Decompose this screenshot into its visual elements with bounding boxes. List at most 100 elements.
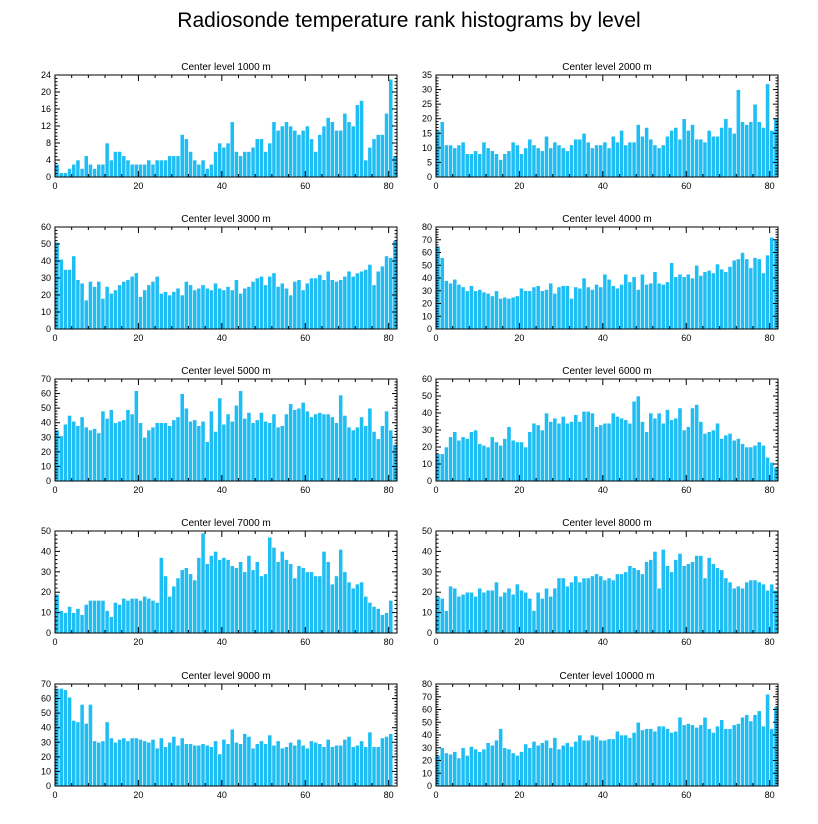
histogram-bar [681, 565, 687, 634]
histogram-bar [594, 144, 599, 178]
histogram-bar [560, 416, 566, 482]
histogram-bar [439, 598, 445, 634]
histogram-bar [585, 577, 591, 634]
histogram-bar [163, 746, 168, 787]
histogram-bar [67, 415, 72, 482]
histogram-bar [146, 159, 152, 178]
histogram-bar [108, 409, 114, 482]
histogram-bar [150, 426, 156, 482]
x-tick-label: 0 [52, 485, 57, 495]
histogram-bar [581, 277, 587, 330]
y-tick-label: 10 [41, 766, 51, 776]
histogram-bar [384, 410, 389, 482]
histogram-bar [338, 744, 344, 787]
histogram-bar [523, 147, 529, 178]
histogram-bar [263, 743, 269, 787]
x-tick-label: 0 [52, 790, 57, 800]
histogram-bar [644, 561, 650, 634]
histogram-bar [175, 744, 181, 787]
histogram-bar [510, 439, 516, 482]
histogram-bar [765, 83, 770, 178]
histogram-bar [585, 739, 591, 787]
histogram-bar [489, 150, 495, 178]
histogram-bar [719, 719, 725, 787]
histogram-bar [731, 132, 737, 178]
histogram-bar [384, 612, 389, 634]
histogram-bar [619, 734, 624, 787]
histogram-bar [590, 734, 595, 787]
histogram-bar [363, 159, 369, 178]
histogram-bar [71, 420, 77, 482]
histogram-bar [556, 144, 562, 178]
histogram-bar [309, 416, 314, 482]
histogram-bar [163, 159, 168, 178]
x-tick-label: 0 [433, 333, 438, 343]
histogram-bar [229, 289, 235, 330]
y-tick-label: 0 [427, 172, 432, 182]
histogram-bar [309, 138, 314, 178]
histogram-bar [615, 573, 620, 634]
y-tick-label: 50 [422, 526, 432, 536]
histogram-bar [723, 434, 729, 482]
histogram-bar [350, 587, 356, 634]
histogram-bar [640, 573, 645, 634]
histogram-bar [388, 733, 394, 787]
histogram-bar [573, 741, 579, 787]
histogram-bar [531, 144, 537, 178]
histogram-bar [640, 729, 645, 787]
histogram-bar [79, 614, 85, 634]
histogram-bar [375, 134, 381, 178]
histogram-bar [723, 728, 729, 787]
histogram-bar [594, 573, 599, 634]
x-tick-label: 40 [217, 333, 227, 343]
histogram-bar [735, 585, 741, 634]
y-tick-label: 10 [422, 459, 432, 469]
histogram-bar [619, 417, 624, 482]
histogram-bar [267, 142, 273, 178]
histogram-bar [284, 413, 289, 482]
histogram-bar [660, 144, 666, 178]
histogram-bar [552, 737, 558, 787]
histogram-bar [748, 720, 754, 787]
histogram-bar [548, 421, 554, 482]
histogram-bar [188, 743, 193, 787]
histogram-bar [88, 429, 93, 482]
histogram-bar [761, 725, 766, 787]
y-tick-label: 70 [422, 235, 432, 245]
histogram-bar [598, 739, 604, 787]
histogram-bar [375, 746, 381, 787]
histogram-bar [773, 239, 779, 330]
histogram-bar [564, 585, 570, 634]
histogram-bar [96, 432, 102, 482]
histogram-bar [242, 571, 248, 634]
x-tick-label: 40 [598, 485, 608, 495]
histogram-bar [719, 438, 725, 482]
histogram-bar [79, 168, 85, 178]
histogram-bar [560, 744, 566, 787]
histogram-bar [163, 422, 168, 482]
x-tick-label: 60 [681, 485, 691, 495]
histogram-bar [690, 561, 695, 634]
histogram-bar [594, 426, 599, 482]
histogram-bar [640, 421, 645, 482]
histogram-bar [660, 549, 666, 634]
histogram-bar [204, 168, 210, 178]
histogram-bar [196, 744, 202, 787]
histogram-bar [113, 602, 118, 634]
histogram-bar [67, 269, 72, 330]
histogram-bar [88, 600, 93, 634]
histogram-bar [254, 743, 260, 787]
histogram-bar [359, 740, 364, 787]
histogram-bar [631, 732, 637, 787]
histogram-bar [204, 563, 210, 634]
histogram-bar [108, 616, 114, 634]
histogram-bar [702, 577, 708, 634]
histogram-bar [171, 585, 177, 634]
histogram-bar [359, 270, 364, 330]
histogram-bar [531, 741, 537, 787]
histogram-bar [481, 591, 487, 634]
histogram-bar [744, 124, 750, 178]
histogram-bar [175, 155, 181, 178]
y-tick-label: 25 [422, 99, 432, 109]
histogram-bar [619, 130, 624, 178]
